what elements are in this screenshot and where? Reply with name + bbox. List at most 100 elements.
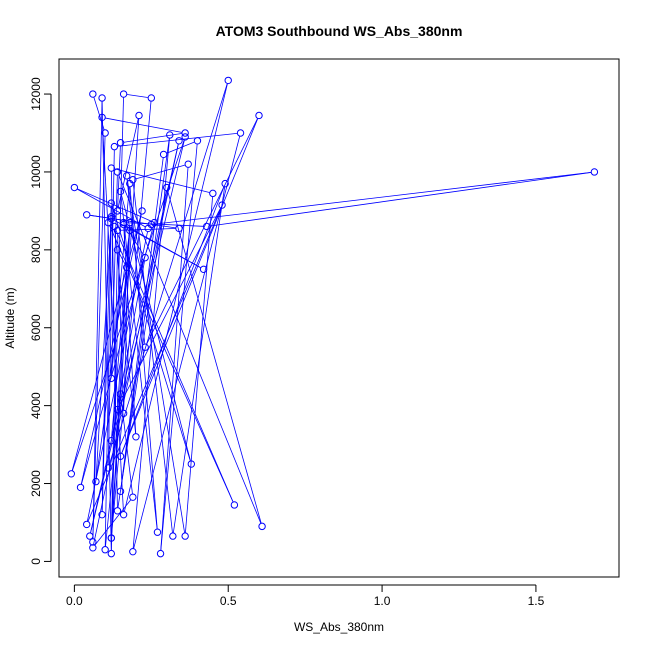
series-segment bbox=[87, 208, 222, 522]
series-segment bbox=[109, 225, 234, 502]
series-segment bbox=[185, 196, 213, 533]
data-point bbox=[129, 493, 137, 501]
data-point bbox=[150, 218, 159, 227]
series-segment bbox=[121, 118, 259, 454]
data-point bbox=[107, 164, 116, 172]
data-point bbox=[92, 477, 100, 486]
data-point bbox=[199, 265, 208, 274]
series-segment bbox=[111, 226, 130, 535]
data-point bbox=[70, 183, 79, 192]
series-segment bbox=[121, 186, 225, 454]
series-segment bbox=[90, 144, 179, 533]
data-point bbox=[107, 374, 116, 383]
series-segment bbox=[117, 132, 238, 147]
data-point bbox=[126, 226, 134, 235]
data-point bbox=[113, 226, 122, 235]
data-point bbox=[113, 207, 122, 215]
series-segment bbox=[118, 175, 262, 524]
data-point bbox=[590, 168, 599, 176]
series-segment bbox=[160, 167, 189, 551]
x-tick-label: 1.5 bbox=[528, 594, 545, 608]
data-point bbox=[224, 76, 232, 85]
x-tick-label: 0.5 bbox=[220, 594, 237, 608]
series-segment bbox=[72, 140, 185, 471]
series-segment bbox=[104, 220, 112, 547]
data-point bbox=[181, 133, 189, 141]
series-segment bbox=[117, 233, 124, 410]
data-point bbox=[141, 343, 149, 351]
series-segment bbox=[107, 150, 115, 465]
data-point bbox=[221, 179, 229, 188]
series-segment bbox=[121, 194, 191, 461]
series-segment bbox=[114, 168, 210, 193]
data-point bbox=[104, 464, 112, 472]
data-point bbox=[193, 137, 202, 145]
data-point bbox=[98, 94, 106, 102]
data-point bbox=[126, 218, 134, 227]
data-point bbox=[116, 390, 125, 398]
x-axis-label: WS_Abs_380nm bbox=[294, 620, 384, 634]
data-point bbox=[141, 253, 149, 262]
y-tick-label: 12000 bbox=[29, 77, 43, 111]
data-point bbox=[113, 507, 122, 515]
series-lines bbox=[71, 83, 591, 551]
series-segment bbox=[120, 397, 133, 494]
y-axis-label: Altitude (m) bbox=[3, 287, 17, 348]
series-segment bbox=[108, 83, 228, 465]
data-point bbox=[218, 201, 226, 209]
data-point bbox=[126, 179, 134, 188]
data-point bbox=[187, 460, 196, 468]
series-segment bbox=[123, 133, 182, 143]
series-segment bbox=[132, 183, 173, 533]
series-segment bbox=[154, 171, 591, 225]
data-point bbox=[89, 538, 97, 546]
series-segment bbox=[71, 214, 142, 471]
data-point bbox=[122, 172, 131, 180]
data-point bbox=[113, 405, 122, 414]
data-point bbox=[86, 532, 94, 540]
series-segment bbox=[111, 261, 145, 438]
data-point bbox=[107, 549, 116, 558]
series-segment bbox=[120, 228, 176, 231]
data-point bbox=[129, 547, 137, 556]
y-tick-label: 2000 bbox=[29, 470, 43, 497]
data-point bbox=[132, 433, 140, 441]
data-point bbox=[98, 113, 106, 122]
data-point bbox=[147, 94, 156, 102]
y-axis: 0 2000 4000 6000 8000 10000 12000 bbox=[29, 77, 52, 565]
series-segment bbox=[124, 83, 228, 512]
data-point bbox=[230, 501, 239, 509]
series-segment bbox=[115, 229, 234, 502]
data-point bbox=[169, 532, 177, 540]
chart-title: ATOM3 Southbound WS_Abs_380nm bbox=[216, 23, 463, 39]
series-segment bbox=[101, 226, 109, 512]
y-tick-label: 4000 bbox=[29, 392, 43, 419]
series-segment bbox=[95, 233, 130, 479]
data-point bbox=[82, 211, 91, 219]
data-point bbox=[89, 544, 97, 552]
y-tick-label: 6000 bbox=[29, 314, 43, 341]
y-tick-label: 10000 bbox=[29, 155, 43, 189]
data-point bbox=[119, 409, 128, 418]
x-tick-label: 0.0 bbox=[66, 594, 83, 608]
series-points bbox=[67, 76, 599, 558]
data-point bbox=[110, 142, 119, 151]
plot-area-border bbox=[58, 58, 620, 578]
data-point bbox=[98, 510, 106, 519]
data-point bbox=[153, 528, 162, 536]
data-point bbox=[116, 452, 125, 460]
data-point bbox=[116, 487, 125, 496]
series-segment bbox=[87, 231, 148, 522]
data-point bbox=[138, 207, 146, 215]
data-point bbox=[144, 224, 152, 233]
series-segment bbox=[127, 94, 148, 98]
data-point bbox=[122, 263, 131, 272]
y-tick-label: 8000 bbox=[29, 236, 43, 263]
series-segment bbox=[167, 190, 262, 524]
data-point bbox=[181, 532, 189, 540]
data-point bbox=[107, 213, 116, 221]
data-point bbox=[82, 520, 91, 529]
data-point bbox=[107, 214, 116, 223]
